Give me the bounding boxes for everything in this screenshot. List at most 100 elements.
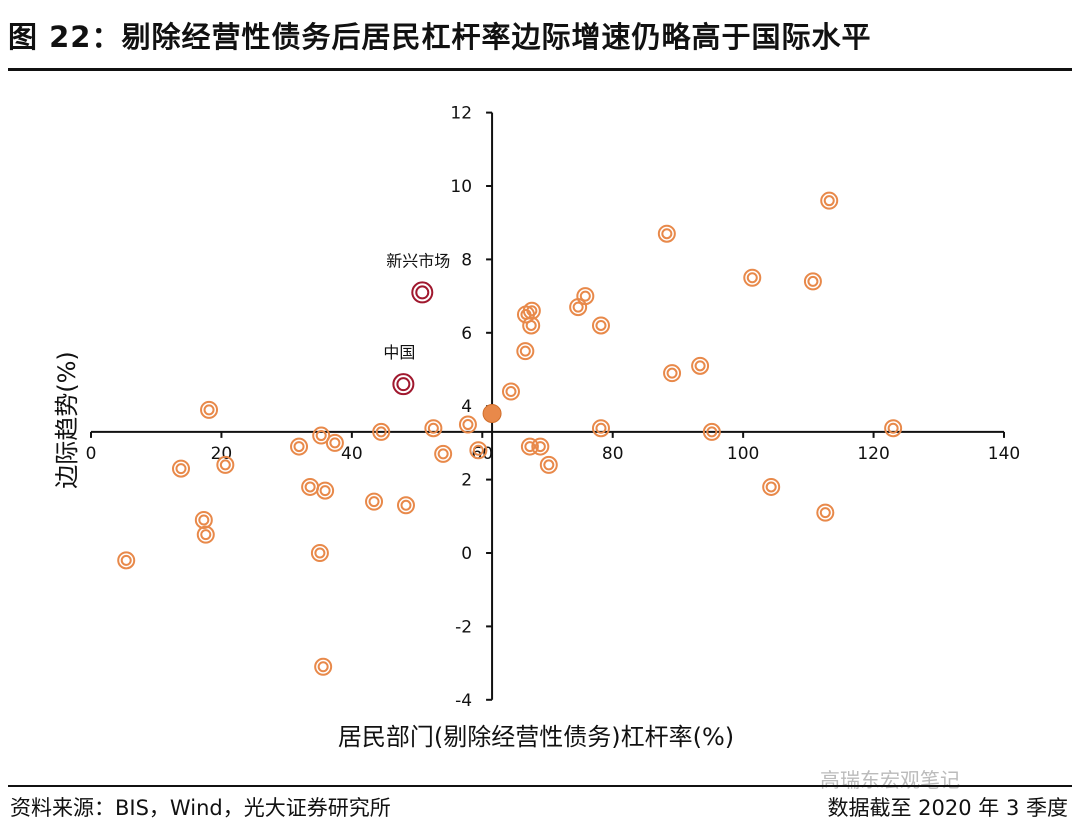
data-point-outer xyxy=(196,525,215,544)
data-point xyxy=(200,400,219,419)
data-point-inner xyxy=(368,496,380,508)
data-point xyxy=(691,356,710,375)
average-point xyxy=(482,404,502,424)
highlight-label: 新兴市场 xyxy=(386,251,450,270)
data-point-inner xyxy=(203,404,215,416)
data-point-outer xyxy=(194,510,213,529)
highlight-point-outer xyxy=(411,281,434,304)
y-tick-label: 4 xyxy=(461,397,472,417)
highlight-point-outer xyxy=(392,373,415,396)
data-point xyxy=(531,437,550,456)
data-point-outer xyxy=(762,477,781,496)
data-point-outer xyxy=(657,224,676,243)
data-point xyxy=(469,441,488,460)
data-point-inner xyxy=(526,305,538,317)
data-point-inner xyxy=(400,499,412,511)
data-point-outer xyxy=(522,316,541,335)
data-point-outer xyxy=(501,382,520,401)
data-point-inner xyxy=(579,290,591,302)
data-point-inner xyxy=(595,319,607,331)
data-point-inner xyxy=(329,437,341,449)
data-point-inner xyxy=(661,228,673,240)
data-point xyxy=(290,437,309,456)
data-point-inner xyxy=(304,481,316,493)
y-tick-label: -2 xyxy=(455,617,472,637)
data-point xyxy=(743,268,762,287)
data-point xyxy=(762,477,781,496)
data-point-outer xyxy=(884,419,903,438)
data-point-outer xyxy=(365,492,384,511)
data-point xyxy=(117,551,136,570)
data-point xyxy=(458,415,477,434)
data-point-inner xyxy=(746,272,758,284)
x-tick-label: 20 xyxy=(211,444,233,464)
data-point xyxy=(325,433,344,452)
data-point-outer xyxy=(458,415,477,434)
data-point-inner xyxy=(472,444,484,456)
data-point-inner xyxy=(219,459,231,471)
data-point-inner xyxy=(314,547,326,559)
data-point xyxy=(216,455,235,474)
data-point-outer xyxy=(520,437,539,456)
data-point-inner xyxy=(120,554,132,566)
data-point-inner xyxy=(198,514,210,526)
data-point-outer xyxy=(516,342,535,361)
data-point xyxy=(576,287,595,306)
data-point-outer xyxy=(200,400,219,419)
data-point-outer xyxy=(310,544,329,562)
data-point-inner xyxy=(462,419,474,431)
highlight-point-inner xyxy=(415,285,430,300)
y-axis-label: 边际趋势(%) xyxy=(53,351,81,489)
data-point-outer xyxy=(743,268,762,287)
data-point-inner xyxy=(819,507,831,519)
watermark: 高瑞东宏观笔记 xyxy=(820,768,960,792)
data-point-outer xyxy=(820,191,839,210)
x-tick-label: 140 xyxy=(988,444,1020,464)
data-point-inner xyxy=(543,459,555,471)
footer-divider xyxy=(8,785,1072,787)
data-point xyxy=(424,419,443,438)
source-note: 资料来源：BIS，Wind，光大证券研究所 xyxy=(10,796,391,820)
data-point xyxy=(522,301,541,320)
data-point-outer xyxy=(691,356,710,375)
data-point xyxy=(434,444,453,463)
data-point-outer xyxy=(216,455,235,474)
data-point-outer xyxy=(663,364,682,383)
data-point xyxy=(365,492,384,511)
data-point-inner xyxy=(706,426,718,438)
y-tick-label: -4 xyxy=(455,691,472,711)
data-point-inner xyxy=(519,345,531,357)
data-point-inner xyxy=(765,481,777,493)
data-point-inner xyxy=(807,275,819,287)
data-point xyxy=(301,477,320,496)
data-point xyxy=(194,510,213,529)
data-point-outer xyxy=(424,419,443,438)
data-point-inner xyxy=(437,448,449,460)
x-tick-label: 0 xyxy=(86,444,97,464)
data-point xyxy=(820,191,839,210)
data-point-outer xyxy=(576,287,595,306)
data-point xyxy=(516,342,535,361)
data-point xyxy=(803,272,822,291)
data-point-inner xyxy=(823,195,835,207)
data-point-inner xyxy=(534,441,546,453)
data-point xyxy=(591,316,610,335)
data-point-outer xyxy=(803,272,822,291)
x-axis-label: 居民部门(剔除经营性债务)杠杆率(%) xyxy=(338,723,734,751)
data-point-outer xyxy=(469,441,488,460)
y-tick-label: 8 xyxy=(461,250,472,270)
data-point-outer xyxy=(816,503,835,522)
data-point xyxy=(312,426,331,445)
data-point xyxy=(314,657,333,676)
x-tick-label: 120 xyxy=(857,444,889,464)
data-point-inner xyxy=(666,367,678,379)
data-point-inner xyxy=(524,441,536,453)
data-point-outer xyxy=(312,426,331,445)
data-point xyxy=(591,419,610,438)
data-point-inner xyxy=(317,661,329,673)
data-point-inner xyxy=(315,430,327,442)
data-point-inner xyxy=(887,422,899,434)
data-point-inner xyxy=(525,319,537,331)
y-tick-label: 6 xyxy=(461,324,472,344)
